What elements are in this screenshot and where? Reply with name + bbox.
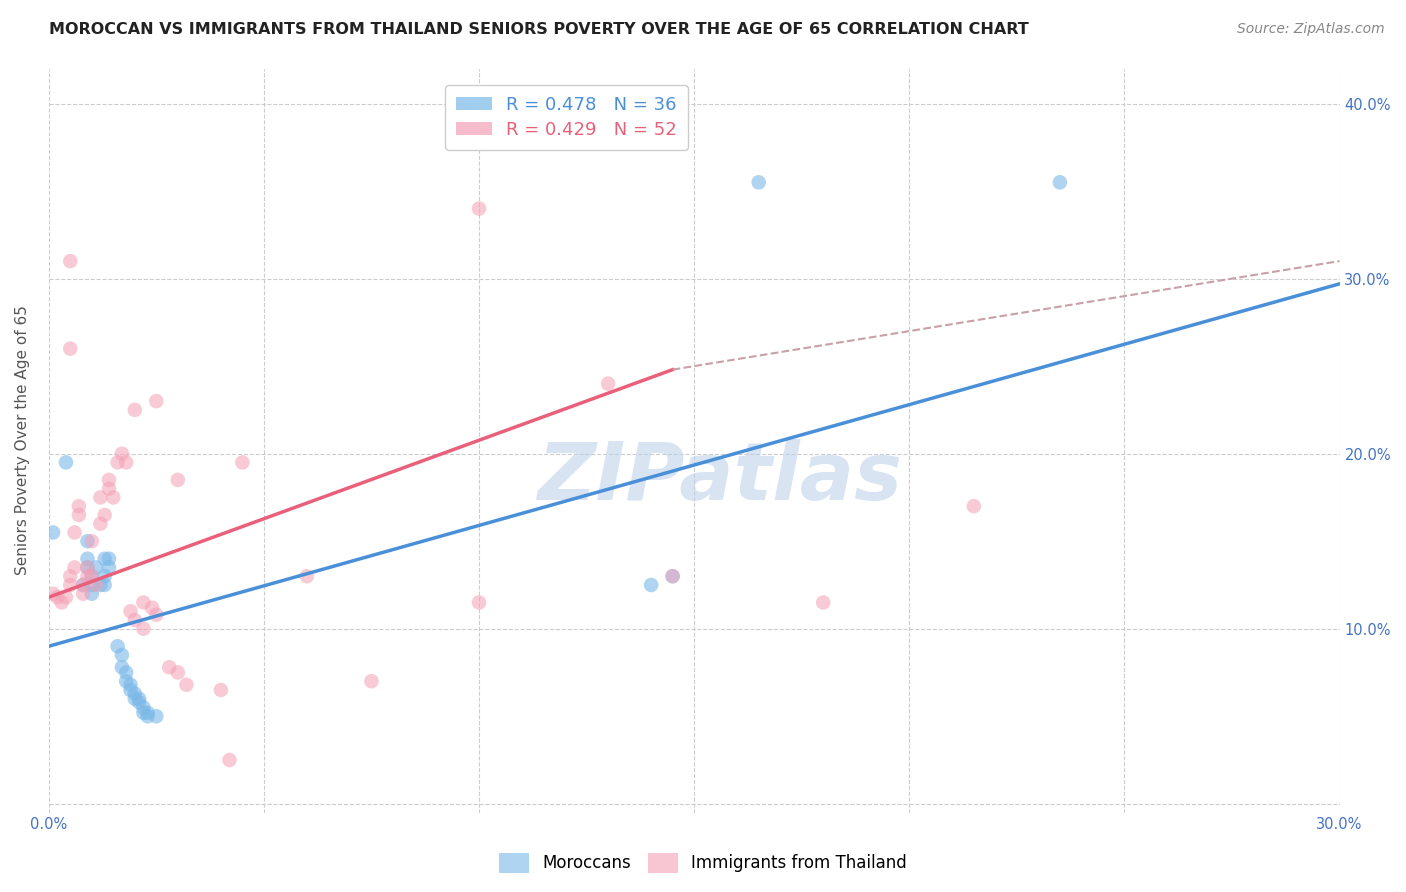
Point xyxy=(59,342,82,356)
Point xyxy=(76,534,98,549)
Point xyxy=(76,551,98,566)
Point xyxy=(84,578,107,592)
Point xyxy=(84,560,107,574)
Point xyxy=(209,683,232,698)
Point xyxy=(115,674,138,689)
Point xyxy=(63,525,86,540)
Point xyxy=(89,516,111,531)
Point xyxy=(72,578,94,592)
Point xyxy=(93,551,115,566)
Point xyxy=(596,376,619,391)
Point xyxy=(59,578,82,592)
Point xyxy=(145,394,167,409)
Point xyxy=(231,455,253,469)
Point xyxy=(72,587,94,601)
Point xyxy=(640,578,662,592)
Legend: Moroccans, Immigrants from Thailand: Moroccans, Immigrants from Thailand xyxy=(492,847,914,880)
Point xyxy=(89,578,111,592)
Text: ZIPatlas: ZIPatlas xyxy=(537,439,903,516)
Point xyxy=(748,175,770,189)
Point xyxy=(145,607,167,622)
Point xyxy=(98,473,121,487)
Point xyxy=(42,525,65,540)
Point xyxy=(157,660,180,674)
Point xyxy=(46,591,69,605)
Point xyxy=(111,447,134,461)
Point xyxy=(42,587,65,601)
Point xyxy=(111,660,134,674)
Point xyxy=(132,622,155,636)
Point xyxy=(661,569,683,583)
Point xyxy=(107,455,129,469)
Point xyxy=(76,560,98,574)
Legend: R = 0.478   N = 36, R = 0.429   N = 52: R = 0.478 N = 36, R = 0.429 N = 52 xyxy=(446,85,688,150)
Point xyxy=(124,686,146,700)
Point xyxy=(963,499,986,513)
Point xyxy=(59,569,82,583)
Point xyxy=(120,683,142,698)
Point xyxy=(63,560,86,574)
Point xyxy=(1049,175,1071,189)
Point xyxy=(141,600,163,615)
Point xyxy=(136,709,159,723)
Y-axis label: Seniors Poverty Over the Age of 65: Seniors Poverty Over the Age of 65 xyxy=(15,306,30,575)
Point xyxy=(67,499,90,513)
Point xyxy=(166,473,188,487)
Point xyxy=(103,491,125,505)
Text: Source: ZipAtlas.com: Source: ZipAtlas.com xyxy=(1237,22,1385,37)
Point xyxy=(124,613,146,627)
Point xyxy=(55,455,77,469)
Point xyxy=(120,678,142,692)
Point xyxy=(132,595,155,609)
Point xyxy=(98,551,121,566)
Point xyxy=(128,691,150,706)
Point xyxy=(176,678,198,692)
Point xyxy=(59,254,82,268)
Point xyxy=(111,648,134,662)
Point xyxy=(51,595,73,609)
Point xyxy=(811,595,834,609)
Point xyxy=(80,578,103,592)
Point xyxy=(295,569,318,583)
Point xyxy=(166,665,188,680)
Point xyxy=(145,709,167,723)
Point xyxy=(80,569,103,583)
Point xyxy=(124,403,146,417)
Point xyxy=(132,706,155,720)
Point xyxy=(661,569,683,583)
Point xyxy=(55,591,77,605)
Point xyxy=(132,700,155,714)
Point xyxy=(115,665,138,680)
Point xyxy=(107,639,129,653)
Point xyxy=(468,202,491,216)
Point xyxy=(93,508,115,522)
Point xyxy=(93,569,115,583)
Text: MOROCCAN VS IMMIGRANTS FROM THAILAND SENIORS POVERTY OVER THE AGE OF 65 CORRELAT: MOROCCAN VS IMMIGRANTS FROM THAILAND SEN… xyxy=(49,22,1029,37)
Point xyxy=(93,578,115,592)
Point xyxy=(80,534,103,549)
Point xyxy=(218,753,240,767)
Point xyxy=(98,560,121,574)
Point xyxy=(120,604,142,618)
Point xyxy=(80,587,103,601)
Point xyxy=(67,508,90,522)
Point xyxy=(72,578,94,592)
Point xyxy=(124,691,146,706)
Point xyxy=(128,695,150,709)
Point xyxy=(98,482,121,496)
Point xyxy=(89,491,111,505)
Point xyxy=(468,595,491,609)
Point xyxy=(76,560,98,574)
Point xyxy=(136,706,159,720)
Point xyxy=(360,674,382,689)
Point xyxy=(115,455,138,469)
Point xyxy=(80,569,103,583)
Point xyxy=(76,569,98,583)
